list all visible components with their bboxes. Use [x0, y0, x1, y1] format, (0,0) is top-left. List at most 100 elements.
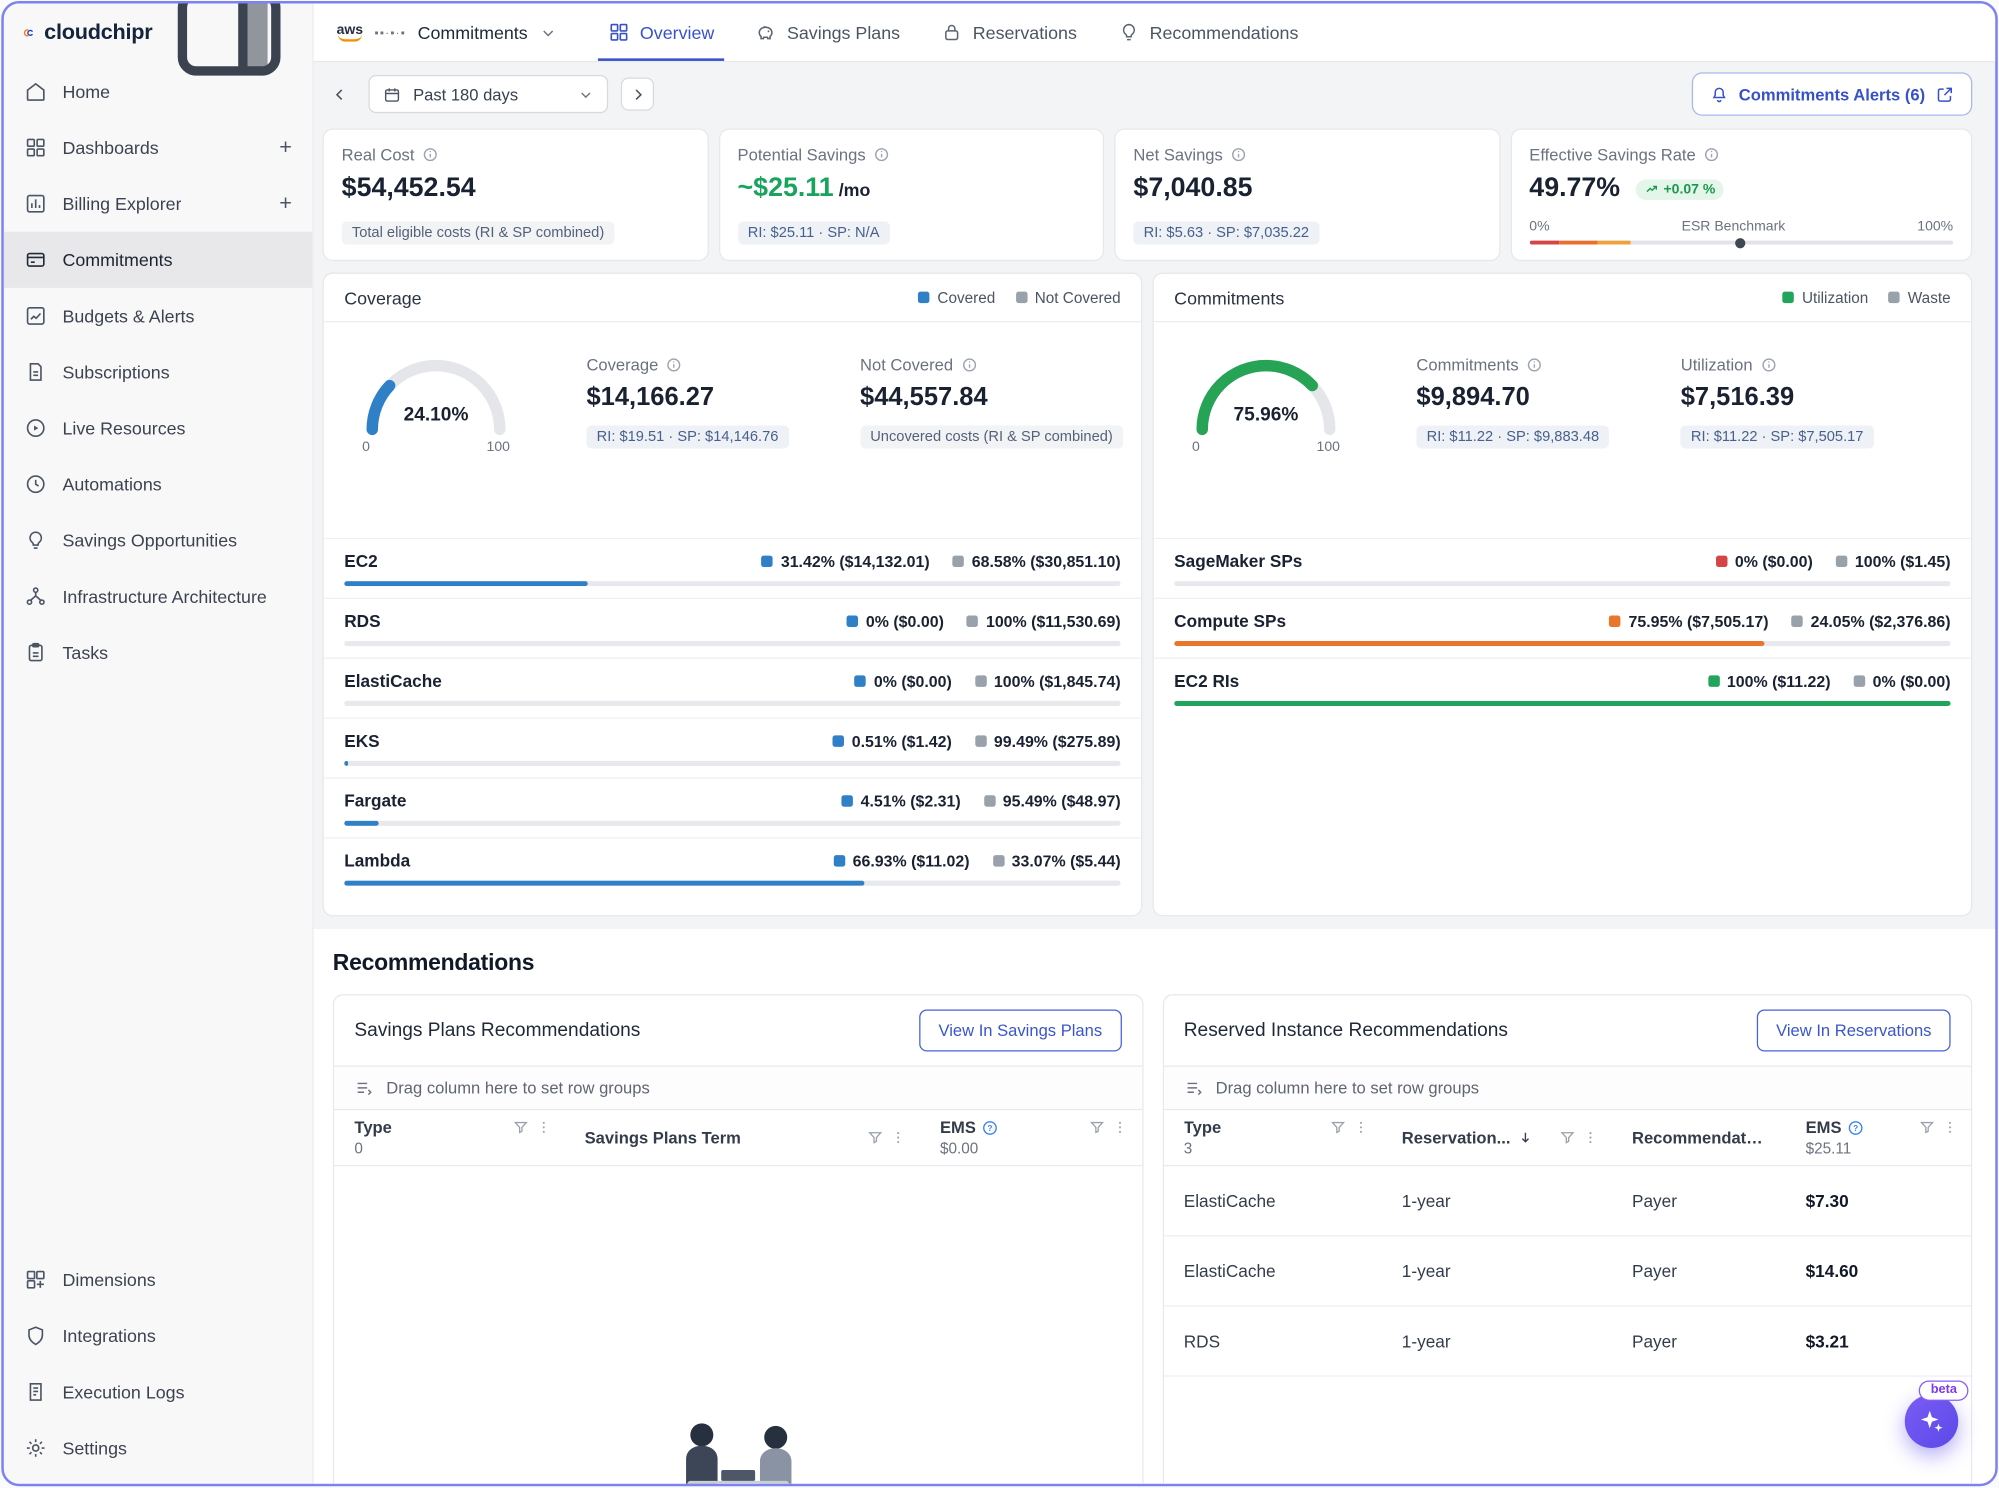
ri-grid-body: ElastiCache1-yearPayer$7.30ElastiCache1-…: [1163, 1166, 1971, 1486]
tab-reservations[interactable]: Reservations: [923, 4, 1095, 61]
secondary-stat: 24.05% ($2,376.86): [1791, 612, 1950, 630]
view-in-reservations-button[interactable]: View In Reservations: [1757, 1009, 1951, 1051]
column-header-reservation[interactable]: Reservation...: [1381, 1110, 1611, 1165]
sidebar-item-execution-logs[interactable]: Execution Logs: [4, 1364, 313, 1420]
service-bar: [1174, 581, 1950, 586]
assistant-button[interactable]: beta: [1905, 1394, 1959, 1448]
row-group-drop-zone[interactable]: Drag column here to set row groups: [334, 1066, 1142, 1111]
kebab-icon[interactable]: [1582, 1129, 1599, 1146]
column-header-type[interactable]: Type0: [334, 1110, 564, 1165]
panel-title: Reserved Instance Recommendations: [1184, 1020, 1508, 1042]
service-bar: [1174, 641, 1950, 646]
primary-stat: 4.51% ($2.31): [841, 792, 960, 810]
kebab-icon[interactable]: [1942, 1119, 1959, 1136]
sidebar-item-label: Infrastructure Architecture: [62, 586, 266, 606]
info-icon[interactable]: [666, 357, 683, 374]
column-header-ems[interactable]: EMS?$25.11: [1785, 1110, 1971, 1165]
scale-min: 0%: [1529, 219, 1549, 234]
cell-term: 1-year: [1381, 1261, 1611, 1280]
column-header-recommendation-l[interactable]: Recommendation L...: [1612, 1110, 1786, 1165]
table-row[interactable]: RDS1-yearPayer$3.21: [1163, 1306, 1971, 1376]
bell-icon: [1709, 85, 1728, 104]
add-icon[interactable]: +: [279, 191, 292, 216]
service-name: EC2 RIs: [1174, 672, 1239, 691]
metric-value: $54,452.54: [342, 173, 476, 204]
info-icon[interactable]: [961, 357, 978, 374]
stat-chip: RI: $11.22 · SP: $7,505.17: [1681, 426, 1874, 449]
sidebar-item-label: Commitments: [62, 250, 172, 270]
funnel-icon[interactable]: [1559, 1129, 1576, 1146]
cell-rec: Payer: [1612, 1331, 1786, 1350]
info-icon[interactable]: [1760, 357, 1777, 374]
tab-savings-plans[interactable]: Savings Plans: [737, 4, 918, 61]
funnel-icon[interactable]: [512, 1119, 529, 1136]
sidebar-item-subscriptions[interactable]: Subscriptions: [4, 344, 313, 400]
column-header-type[interactable]: Type3: [1163, 1110, 1381, 1165]
table-row[interactable]: ElastiCache1-yearPayer$7.30: [1163, 1166, 1971, 1236]
coverage-gauge: 24.10% 0100: [357, 355, 515, 454]
info-icon[interactable]: [1526, 357, 1543, 374]
sidebar-item-infrastructure-architecture[interactable]: Infrastructure Architecture: [4, 568, 313, 624]
add-icon[interactable]: +: [279, 135, 292, 160]
service-name: ElastiCache: [344, 672, 442, 691]
esr-bar: [1529, 241, 1953, 245]
date-prev-button[interactable]: [323, 77, 356, 110]
info-icon[interactable]: [1230, 146, 1247, 163]
view-in-savings-plans-button[interactable]: View In Savings Plans: [919, 1009, 1121, 1051]
metric-label: Effective Savings Rate: [1529, 145, 1695, 164]
drag-hint: Drag column here to set row groups: [386, 1078, 649, 1097]
sidebar-item-settings[interactable]: Settings: [4, 1420, 313, 1476]
sidebar-item-billing-explorer[interactable]: Billing Explorer+: [4, 176, 313, 232]
savings-icon: [24, 529, 47, 552]
service-row-sagemaker-sps: SageMaker SPs0% ($0.00)100% ($1.45): [1154, 538, 1971, 598]
sidebar-item-dimensions[interactable]: Dimensions: [4, 1252, 313, 1308]
column-label: Savings Plans Term: [585, 1128, 741, 1147]
stat-chip: RI: $19.51 · SP: $14,146.76: [586, 426, 788, 449]
savings-plans-recommendations-panel: Savings Plans Recommendations View In Sa…: [333, 994, 1143, 1486]
effective-savings-rate-card: Effective Savings Rate 49.77% +0.07 % 0%…: [1510, 128, 1972, 261]
metric-value-suffix: /mo: [839, 179, 871, 199]
sidebar-item-live-resources[interactable]: Live Resources: [4, 400, 313, 456]
tab-overview[interactable]: Overview: [590, 4, 732, 61]
help-icon[interactable]: ?: [982, 1118, 999, 1136]
kebab-icon[interactable]: [1112, 1119, 1129, 1136]
funnel-icon[interactable]: [1919, 1119, 1936, 1136]
tab-label: Overview: [640, 22, 714, 42]
funnel-icon[interactable]: [1089, 1119, 1106, 1136]
metric-badge: Total eligible costs (RI & SP combined): [342, 222, 615, 245]
sidebar-item-commitments[interactable]: Commitments: [4, 232, 313, 288]
info-icon[interactable]: [1703, 146, 1720, 163]
sidebar-item-budgets-alerts[interactable]: Budgets & Alerts: [4, 288, 313, 344]
reserved-instance-recommendations-panel: Reserved Instance Recommendations View I…: [1162, 994, 1972, 1486]
date-range-select[interactable]: Past 180 days: [368, 75, 608, 113]
kebab-icon[interactable]: [535, 1119, 552, 1136]
column-header-ems[interactable]: EMS?$0.00: [920, 1110, 1142, 1165]
help-icon[interactable]: ?: [1848, 1118, 1865, 1136]
info-icon[interactable]: [873, 146, 890, 163]
sidebar-item-tasks[interactable]: Tasks: [4, 624, 313, 680]
metric-cards: Real Cost $54,452.54 Total eligible cost…: [323, 128, 1973, 261]
commitments-alerts-button[interactable]: Commitments Alerts (6): [1692, 72, 1973, 115]
account-selector[interactable]: aws ▪▪·▪·▪ Commitments: [337, 22, 557, 42]
kebab-icon[interactable]: [890, 1129, 907, 1146]
funnel-icon[interactable]: [1329, 1119, 1346, 1136]
chevron-down-icon: [539, 23, 557, 41]
sidebar-item-dashboards[interactable]: Dashboards +: [4, 120, 313, 176]
kebab-icon[interactable]: [1352, 1119, 1369, 1136]
sidebar-item-integrations[interactable]: Integrations: [4, 1308, 313, 1364]
sort-down-icon[interactable]: [1517, 1129, 1534, 1146]
column-label: EMS: [940, 1118, 976, 1137]
row-group-drop-zone[interactable]: Drag column here to set row groups: [1163, 1066, 1971, 1111]
funnel-icon[interactable]: [867, 1129, 884, 1146]
column-header-savings-plans-term[interactable]: Savings Plans Term: [564, 1110, 919, 1165]
sidebar-item-savings-opportunities[interactable]: Savings Opportunities: [4, 512, 313, 568]
sidebar-item-label: Dashboards: [62, 137, 158, 157]
sidebar-item-home[interactable]: Home: [4, 63, 313, 119]
tab-recommendations[interactable]: Recommendations: [1100, 4, 1316, 61]
cell-ems: $14.60: [1785, 1261, 1971, 1280]
table-row[interactable]: ElastiCache1-yearPayer$14.60: [1163, 1236, 1971, 1306]
sidebar-item-automations[interactable]: Automations: [4, 456, 313, 512]
stat-chip: RI: $11.22 · SP: $9,883.48: [1416, 426, 1609, 449]
date-next-button[interactable]: [621, 77, 654, 110]
info-icon[interactable]: [422, 146, 439, 163]
